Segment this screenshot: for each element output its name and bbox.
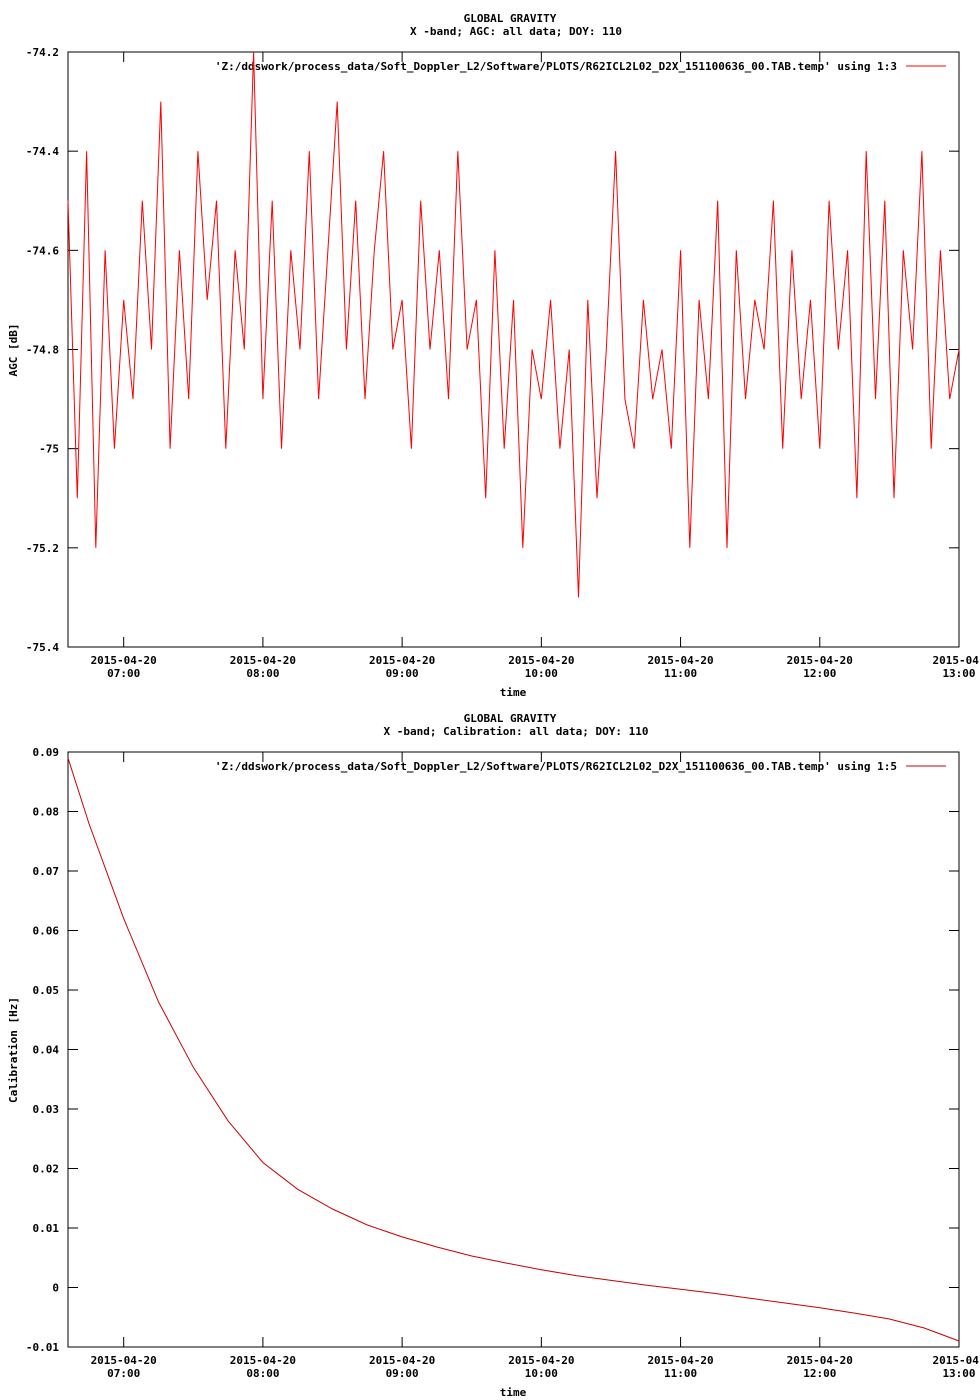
agc-xtick-time: 11:00 — [664, 667, 697, 680]
agc-ytick-label: -74.2 — [26, 46, 59, 59]
cal-ytick-label: 0.03 — [33, 1103, 60, 1116]
cal-ytick-label: 0.06 — [33, 925, 60, 938]
agc-ytick-label: -74.4 — [26, 145, 59, 158]
agc-xtick-date: 2015-04-20 — [787, 654, 853, 667]
cal-ytick-label: 0.02 — [33, 1163, 60, 1176]
cal-xtick-time: 10:00 — [525, 1367, 558, 1380]
agc-xtick-time: 12:00 — [803, 667, 836, 680]
agc-y-ticks: -74.2 -74.4 -74.6 -74.8 -75 -75.2 -75.4 — [26, 46, 959, 654]
agc-xtick-time: 07:00 — [107, 667, 140, 680]
cal-xtick-time: 12:00 — [803, 1367, 836, 1380]
agc-xtick-date: 2015-04-20 — [91, 654, 157, 667]
cal-chart-subtitle: X -band; Calibration: all data; DOY: 110 — [384, 725, 649, 738]
agc-xtick-time: 08:00 — [246, 667, 279, 680]
cal-ytick-label: 0.01 — [33, 1222, 60, 1235]
cal-series-line — [67, 757, 960, 1342]
agc-xtick-time: 09:00 — [386, 667, 419, 680]
cal-ytick-label: 0.09 — [33, 746, 60, 759]
agc-chart: GLOBAL GRAVITY X -band; AGC: all data; D… — [7, 12, 980, 699]
cal-ytick-label: 0 — [52, 1282, 59, 1295]
agc-xtick-time: 10:00 — [525, 667, 558, 680]
agc-y-axis-label: AGC [dB] — [7, 324, 20, 377]
cal-legend-label: 'Z:/ddswork/process_data/Soft_Doppler_L2… — [215, 760, 897, 773]
cal-y-axis-label: Calibration [Hz] — [7, 997, 20, 1103]
cal-xtick-time: 07:00 — [107, 1367, 140, 1380]
agc-xtick-date: 2015-04-20 — [508, 654, 574, 667]
agc-xtick-date: 2015-04-20 — [647, 654, 713, 667]
agc-plot-frame — [67, 51, 960, 648]
cal-xtick-date: 2015-04-20 — [787, 1354, 853, 1367]
cal-xtick-date: 2015-04-20 — [91, 1354, 157, 1367]
cal-x-ticks: 2015-04-2007:002015-04-2008:002015-04-20… — [91, 752, 980, 1380]
cal-xtick-date: 2015-04- — [933, 1354, 980, 1367]
cal-xtick-date: 2015-04-20 — [369, 1354, 435, 1367]
calibration-chart: GLOBAL GRAVITY X -band; Calibration: all… — [7, 712, 980, 1399]
cal-ytick-label: -0.01 — [26, 1341, 59, 1354]
agc-chart-subtitle: X -band; AGC: all data; DOY: 110 — [410, 25, 622, 38]
agc-legend-label: 'Z:/ddswork/process_data/Soft_Doppler_L2… — [215, 60, 897, 73]
cal-xtick-time: 13:00 — [942, 1367, 975, 1380]
agc-ytick-label: -74.6 — [26, 244, 59, 257]
cal-xtick-date: 2015-04-20 — [508, 1354, 574, 1367]
agc-chart-title: GLOBAL GRAVITY — [464, 12, 557, 25]
cal-xtick-date: 2015-04-20 — [230, 1354, 296, 1367]
cal-xtick-date: 2015-04-20 — [647, 1354, 713, 1367]
cal-xtick-time: 09:00 — [386, 1367, 419, 1380]
cal-x-axis-label: time — [500, 1386, 527, 1399]
cal-ytick-label: 0.04 — [33, 1044, 60, 1057]
agc-ytick-label: -74.8 — [26, 344, 59, 357]
agc-xtick-date: 2015-04-20 — [369, 654, 435, 667]
cal-plot-frame — [67, 751, 960, 1348]
agc-ytick-label: -75 — [39, 443, 59, 456]
cal-ytick-label: 0.07 — [33, 865, 60, 878]
agc-x-axis-label: time — [500, 686, 527, 699]
cal-ytick-label: 0.05 — [33, 984, 60, 997]
cal-xtick-time: 11:00 — [664, 1367, 697, 1380]
agc-xtick-date: 2015-04-20 — [230, 654, 296, 667]
cal-ytick-label: 0.08 — [33, 806, 60, 819]
cal-xtick-time: 08:00 — [246, 1367, 279, 1380]
agc-xtick-date: 2015-04- — [933, 654, 980, 667]
agc-x-ticks: 2015-04-2007:002015-04-2008:002015-04-20… — [91, 52, 980, 680]
agc-ytick-label: -75.2 — [26, 542, 59, 555]
cal-chart-title: GLOBAL GRAVITY — [464, 712, 557, 725]
agc-ytick-label: -75.4 — [26, 641, 59, 654]
agc-series-line — [67, 51, 960, 598]
agc-xtick-time: 13:00 — [942, 667, 975, 680]
cal-y-ticks: 0.09 0.08 0.07 0.06 0.05 0.04 0.03 0.02 0.01 0 -0.… — [26, 746, 959, 1354]
